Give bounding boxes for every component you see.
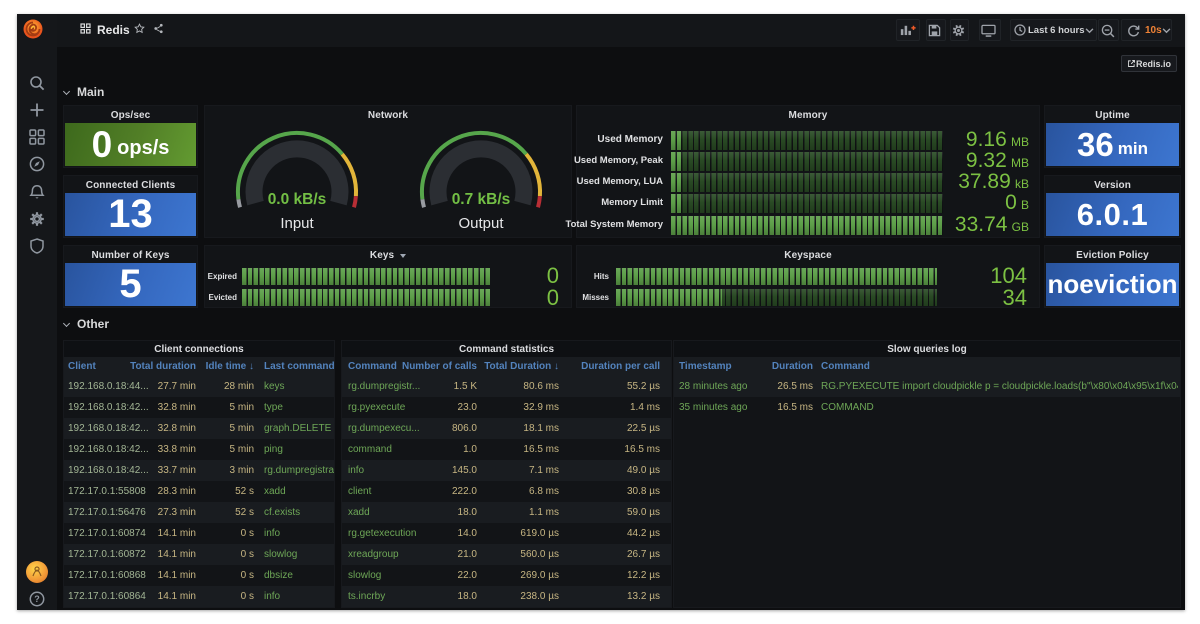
svg-text:?: ? [34, 594, 40, 604]
